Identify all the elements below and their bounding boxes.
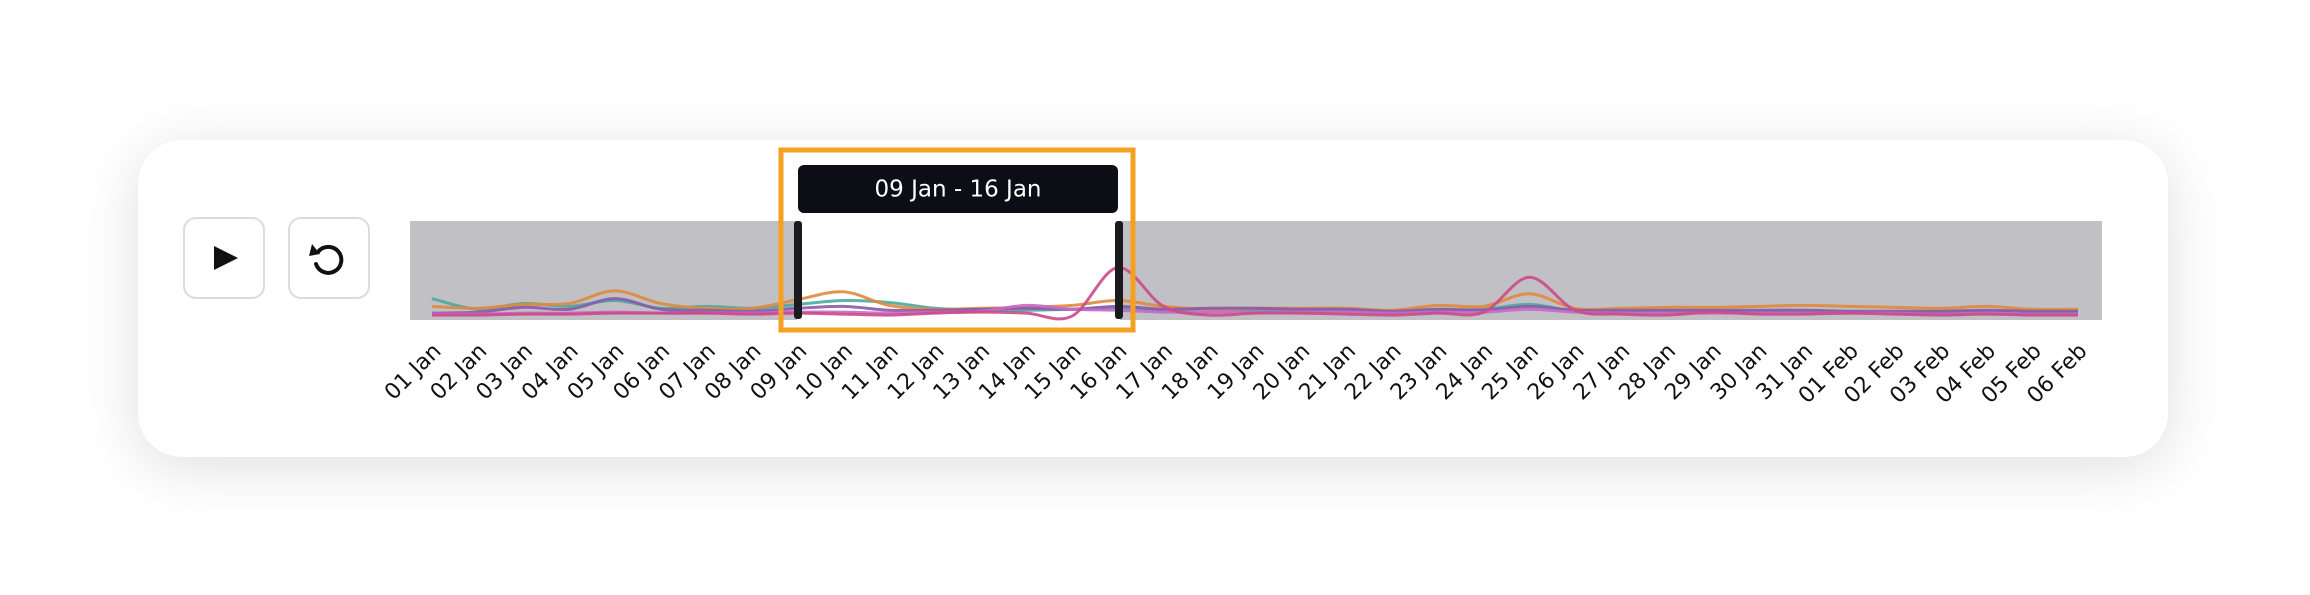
series-line [431,266,2079,321]
button-frame[interactable] [288,217,370,299]
reset-button[interactable] [288,217,370,299]
range-tooltip [798,165,1118,213]
play-button[interactable] [183,217,265,299]
chart-background [410,221,2102,320]
reset-icon[interactable] [314,244,344,275]
series-line [431,297,2079,315]
range-handle-end[interactable] [1115,221,1123,319]
range-label: 09 Jan - 16 Jan [875,177,1042,203]
selected-range [797,221,1120,320]
selection-highlight [778,147,1136,333]
range-handle-start[interactable] [794,221,802,319]
play-icon[interactable] [214,246,238,270]
reset-arrow[interactable] [309,244,320,256]
